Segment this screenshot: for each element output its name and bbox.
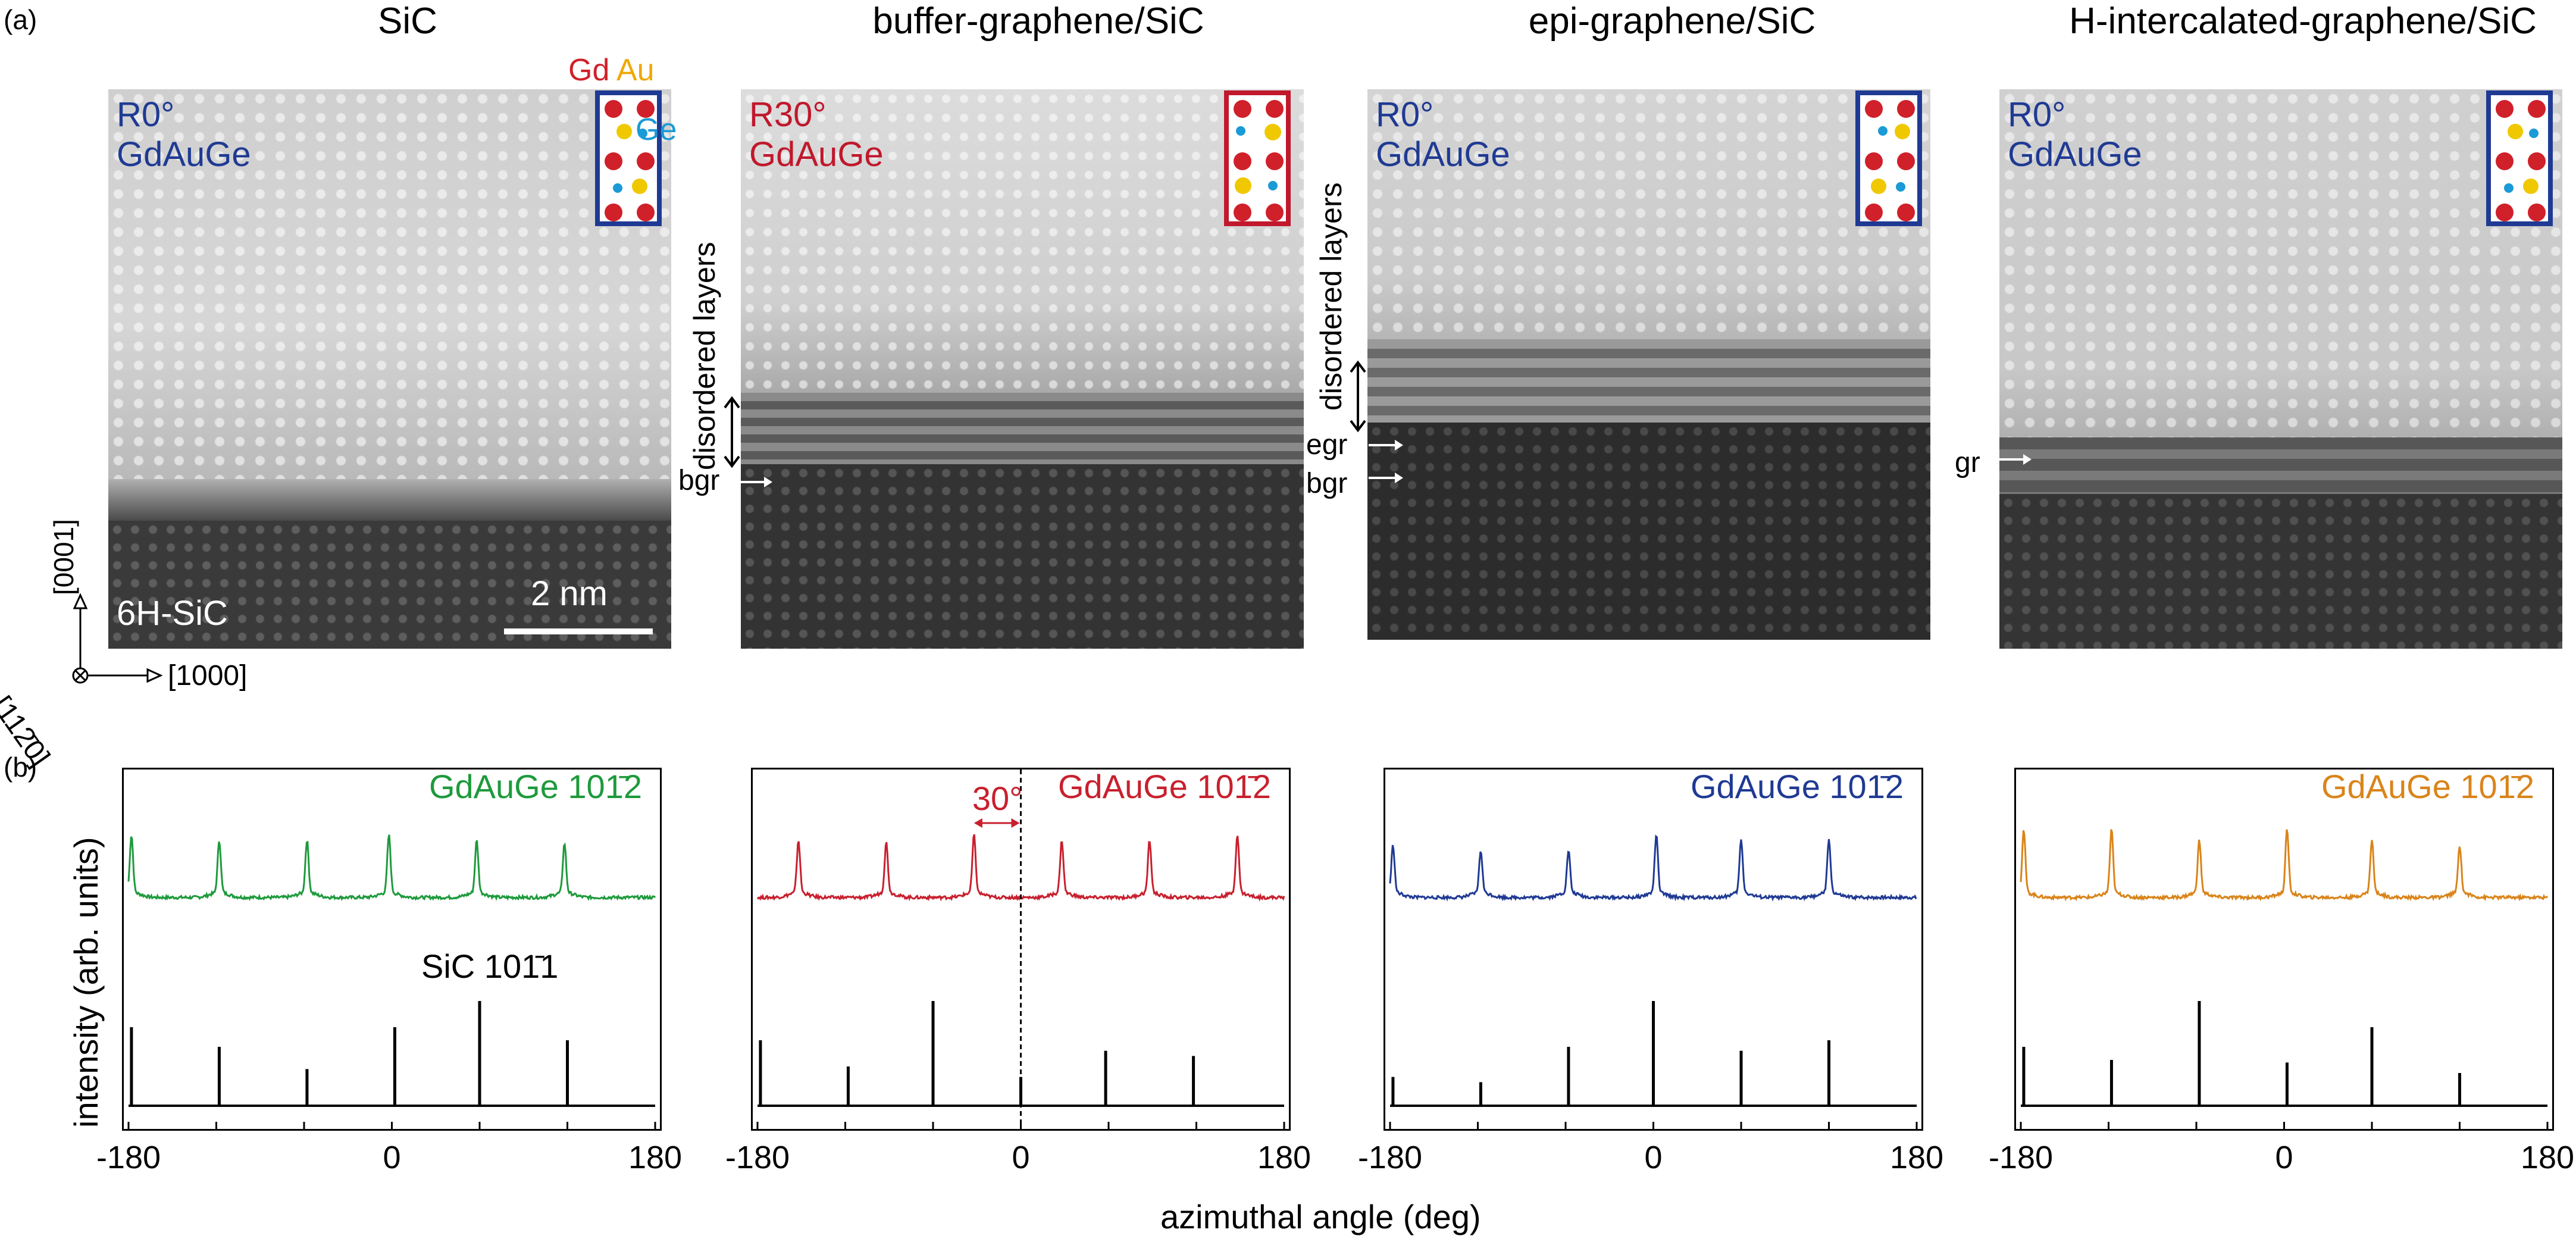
- stem-image-sic: R0° GdAuGe 6H-SiC 2 nm: [108, 89, 671, 649]
- axis-1000-label: [1000]: [168, 660, 248, 692]
- orientation-label-1: R0° GdAuGe: [117, 95, 251, 174]
- gdauge-scan-line: [1389, 834, 1917, 902]
- rotation-arrowhead-left: [974, 818, 982, 828]
- sic-series-label: SiC 101̄1: [421, 947, 558, 985]
- crystal-structure-inset-2: [1224, 90, 1291, 226]
- scan-plot-3: GdAuGe 101̄2: [1384, 768, 1923, 1131]
- rotation-label: 30°: [972, 780, 1023, 817]
- disordered-layers-label-2: disordered layers: [1314, 182, 1348, 411]
- stem-image-h-intercalated-graphene: R0° GdAuGe: [1999, 89, 2562, 649]
- scan-plot-4: GdAuGe 101̄2: [2014, 768, 2554, 1131]
- crystal-structure-inset-3: [1855, 90, 1922, 226]
- x-tick-label: 0: [1012, 1140, 1029, 1175]
- panel-b-label: (b): [4, 752, 37, 783]
- orientation-label-3: R0° GdAuGe: [1376, 95, 1510, 174]
- scan-plot-1: GdAuGe 101̄2 SiC 101̄1: [122, 768, 662, 1131]
- legend-gd: Gd: [568, 53, 610, 87]
- substrate-label: 6H-SiC: [117, 594, 228, 633]
- element-legend: Gd Au: [568, 52, 655, 88]
- scan-plot-2-svg: GdAuGe 101̄2 30°: [756, 768, 1285, 1129]
- scale-bar: [504, 628, 653, 634]
- axis-0001-label: [0001]: [48, 519, 79, 595]
- x-tick-label: 180: [1257, 1140, 1311, 1175]
- x-tick-label: 180: [1890, 1140, 1943, 1175]
- disordered-layers-label-1: disordered layers: [688, 242, 721, 470]
- title-sic: SiC: [378, 1, 437, 42]
- x-tick-labels: -180 0 180 -180 0 180 -180 0 180 -180 0 180: [96, 1140, 2574, 1175]
- scale-bar-label: 2 nm: [531, 574, 608, 613]
- gdauge-scan-line: [2020, 829, 2549, 902]
- crystal-structure-inset-1: [595, 90, 662, 226]
- x-tick-label: 0: [1644, 1140, 1662, 1175]
- rotation-arrowhead-right: [1011, 818, 1020, 828]
- x-tick-label: -180: [1989, 1140, 2053, 1175]
- x-axis-title: azimuthal angle (deg): [1160, 1198, 1481, 1235]
- gr-arrow: [1997, 454, 2032, 465]
- disordered-layers-bracket-1: [724, 396, 740, 468]
- egr-label: egr: [1306, 429, 1348, 461]
- x-tick-label: 0: [2275, 1140, 2293, 1175]
- bgr-arrow-1: [738, 477, 772, 487]
- scan-plot-2: GdAuGe 101̄2 30°: [751, 768, 1291, 1131]
- gr-label: gr: [1955, 447, 1980, 478]
- gdauge-series-label: GdAuGe 101̄2: [1058, 769, 1271, 805]
- bgr-label-1: bgr: [678, 465, 720, 496]
- x-tick-label: 180: [628, 1140, 682, 1175]
- title-h-intercalated-graphene: H-intercalated-graphene/SiC: [2069, 1, 2537, 42]
- stem-image-epi-graphene: R0° GdAuGe: [1367, 89, 1930, 640]
- egr-arrow: [1369, 440, 1403, 451]
- scan-plot-1-svg: GdAuGe 101̄2 SiC 101̄1: [127, 768, 656, 1129]
- scan-plot-4-svg: GdAuGe 101̄2: [2020, 768, 2549, 1129]
- legend-ge: Ge: [636, 112, 677, 147]
- crystal-axes-indicator: [72, 593, 163, 684]
- x-tick-label: -180: [96, 1140, 161, 1175]
- disordered-layers-bracket-2: [1350, 360, 1366, 433]
- x-tick-label: -180: [725, 1140, 790, 1175]
- y-axis-title: intensity (arb. units): [67, 837, 105, 1128]
- bgr-label-2: bgr: [1306, 468, 1348, 499]
- panel-a-label: (a): [4, 4, 37, 35]
- orientation-label-4: R0° GdAuGe: [2008, 95, 2142, 174]
- title-epi-graphene: epi-graphene/SiC: [1528, 1, 1816, 42]
- orientation-label-2: R30° GdAuGe: [749, 95, 884, 174]
- bgr-arrow-2: [1369, 473, 1403, 483]
- crystal-structure-inset-4: [2486, 90, 2553, 226]
- gdauge-series-label: GdAuGe 101̄2: [2321, 769, 2534, 805]
- legend-au: Au: [616, 53, 655, 87]
- gdauge-series-label: GdAuGe 101̄2: [429, 769, 642, 805]
- scan-plot-3-svg: GdAuGe 101̄2: [1389, 768, 1918, 1129]
- gdauge-series-label: GdAuGe 101̄2: [1691, 769, 1904, 805]
- x-tick-label: 180: [2521, 1140, 2574, 1175]
- stem-image-buffer-graphene: R30° GdAuGe: [741, 89, 1304, 649]
- x-tick-label: -180: [1358, 1140, 1422, 1175]
- x-tick-label: 0: [383, 1140, 400, 1175]
- title-buffer-graphene: buffer-graphene/SiC: [872, 1, 1204, 42]
- gdauge-scan-line: [127, 834, 656, 902]
